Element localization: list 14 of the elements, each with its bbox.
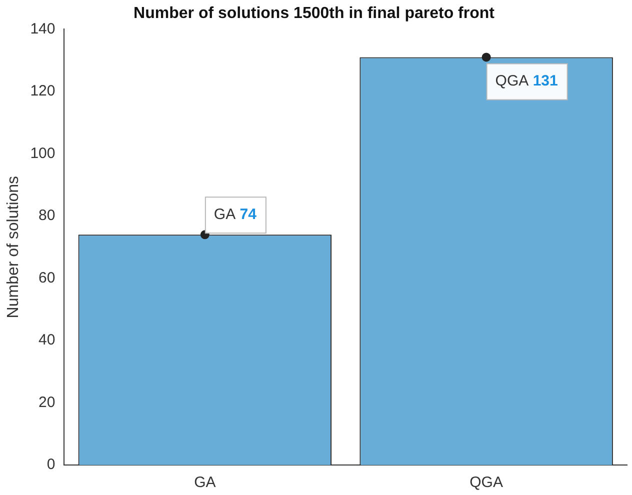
y-tick-label: 100 xyxy=(30,144,56,162)
data-label: 131 xyxy=(532,72,558,90)
chart-title: Number of solutions 1500th in final pareto front xyxy=(134,5,496,22)
category-label: GA xyxy=(214,206,235,223)
y-tick-label: 80 xyxy=(38,207,56,224)
y-tick-label: 40 xyxy=(38,332,56,349)
y-tick-label: 0 xyxy=(46,456,56,474)
y-tick-label: 140 xyxy=(30,20,56,38)
y-tick-label: 120 xyxy=(30,82,56,100)
y-tick-label: 20 xyxy=(38,394,56,411)
category-label: QGA xyxy=(495,72,528,90)
y-axis-title: Number of solutions xyxy=(5,176,22,318)
data-label: 74 xyxy=(240,206,258,223)
y-tick-label: 60 xyxy=(38,269,56,286)
